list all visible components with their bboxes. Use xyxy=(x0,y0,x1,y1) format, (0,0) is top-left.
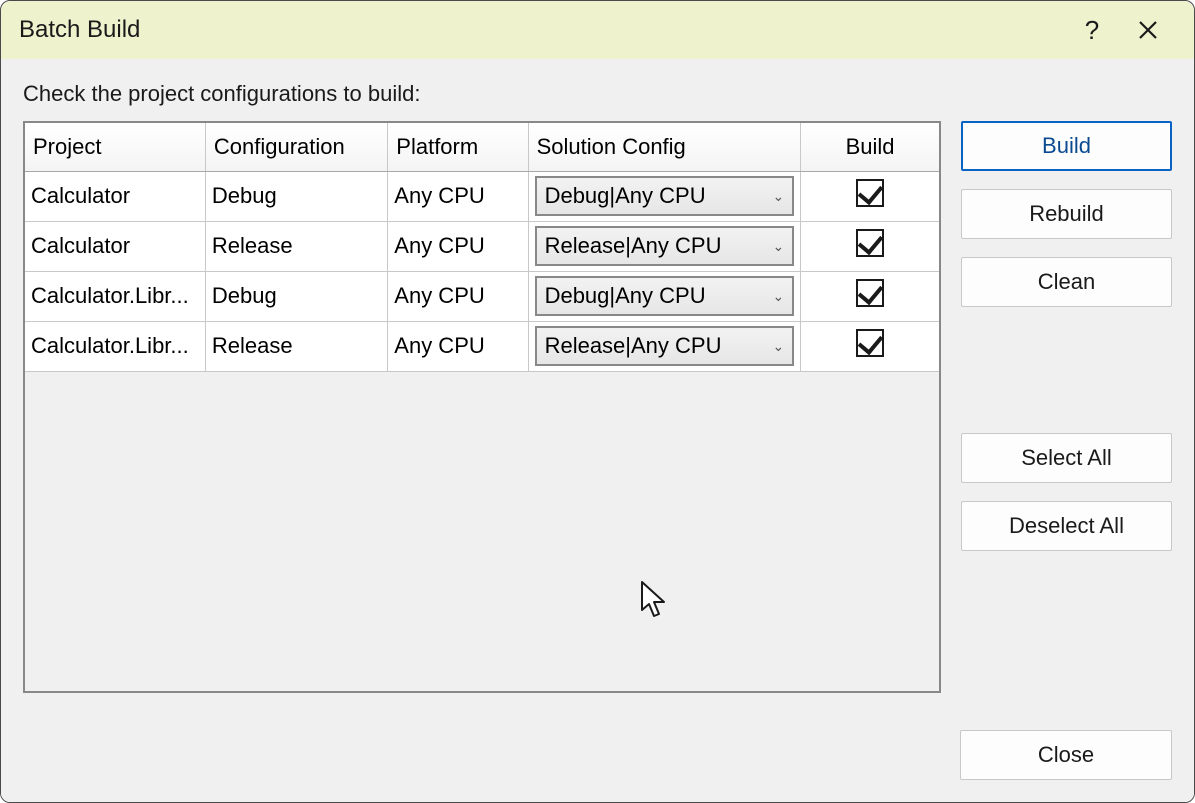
dropdown-label: Release|Any CPU xyxy=(545,333,769,359)
cell-solution-config: Release|Any CPU⌄ xyxy=(528,321,801,371)
build-checkbox[interactable] xyxy=(856,179,884,207)
cell-solution-config: Debug|Any CPU⌄ xyxy=(528,271,801,321)
table-row[interactable]: CalculatorReleaseAny CPURelease|Any CPU⌄ xyxy=(25,221,939,271)
chevron-down-icon: ⌄ xyxy=(772,238,784,255)
cell-solution-config: Release|Any CPU⌄ xyxy=(528,221,801,271)
table-row[interactable]: Calculator.Libr...DebugAny CPUDebug|Any … xyxy=(25,271,939,321)
client-area: Check the project configurations to buil… xyxy=(1,59,1194,802)
spacer xyxy=(961,569,1172,710)
instruction-label: Check the project configurations to buil… xyxy=(23,81,1172,107)
solution-config-dropdown[interactable]: Debug|Any CPU⌄ xyxy=(535,276,795,316)
window-title: Batch Build xyxy=(19,16,1064,44)
cell-configuration: Debug xyxy=(205,271,387,321)
cell-build xyxy=(801,271,939,321)
solution-config-dropdown[interactable]: Release|Any CPU⌄ xyxy=(535,226,795,266)
column-header-solution-config[interactable]: Solution Config xyxy=(528,123,801,171)
table-row[interactable]: CalculatorDebugAny CPUDebug|Any CPU⌄ xyxy=(25,171,939,221)
cell-configuration: Release xyxy=(205,221,387,271)
cell-configuration: Debug xyxy=(205,171,387,221)
build-checkbox[interactable] xyxy=(856,329,884,357)
cell-configuration: Release xyxy=(205,321,387,371)
main-row: Project Configuration Platform Solution … xyxy=(23,121,1172,710)
column-header-project[interactable]: Project xyxy=(25,123,205,171)
cell-platform: Any CPU xyxy=(388,221,528,271)
close-button[interactable]: Close xyxy=(960,730,1172,780)
side-button-panel: Build Rebuild Clean Select All Deselect … xyxy=(961,121,1172,710)
cell-solution-config: Debug|Any CPU⌄ xyxy=(528,171,801,221)
column-header-build[interactable]: Build xyxy=(801,123,939,171)
batch-build-dialog: Batch Build ? Check the project configur… xyxy=(0,0,1195,803)
chevron-down-icon: ⌄ xyxy=(772,288,784,305)
close-icon xyxy=(1138,20,1158,40)
solution-config-dropdown[interactable]: Release|Any CPU⌄ xyxy=(535,326,795,366)
clean-button[interactable]: Clean xyxy=(961,257,1172,307)
close-window-button[interactable] xyxy=(1120,1,1176,59)
cell-project: Calculator xyxy=(25,171,205,221)
build-button[interactable]: Build xyxy=(961,121,1172,171)
cell-project: Calculator.Libr... xyxy=(25,321,205,371)
configurations-grid[interactable]: Project Configuration Platform Solution … xyxy=(23,121,941,693)
cell-build xyxy=(801,321,939,371)
cell-platform: Any CPU xyxy=(388,321,528,371)
column-header-configuration[interactable]: Configuration xyxy=(205,123,387,171)
table-row[interactable]: Calculator.Libr...ReleaseAny CPURelease|… xyxy=(25,321,939,371)
spacer xyxy=(961,325,1172,415)
cell-project: Calculator xyxy=(25,221,205,271)
column-header-platform[interactable]: Platform xyxy=(388,123,528,171)
cell-platform: Any CPU xyxy=(388,271,528,321)
rebuild-button[interactable]: Rebuild xyxy=(961,189,1172,239)
deselect-all-button[interactable]: Deselect All xyxy=(961,501,1172,551)
cell-build xyxy=(801,221,939,271)
cell-project: Calculator.Libr... xyxy=(25,271,205,321)
table-header-row: Project Configuration Platform Solution … xyxy=(25,123,939,171)
solution-config-dropdown[interactable]: Debug|Any CPU⌄ xyxy=(535,176,795,216)
cell-platform: Any CPU xyxy=(388,171,528,221)
dropdown-label: Debug|Any CPU xyxy=(545,183,769,209)
chevron-down-icon: ⌄ xyxy=(772,188,784,205)
select-all-button[interactable]: Select All xyxy=(961,433,1172,483)
build-checkbox[interactable] xyxy=(856,229,884,257)
dropdown-label: Debug|Any CPU xyxy=(545,283,769,309)
cell-build xyxy=(801,171,939,221)
build-checkbox[interactable] xyxy=(856,279,884,307)
chevron-down-icon: ⌄ xyxy=(772,338,784,355)
help-button[interactable]: ? xyxy=(1064,1,1120,59)
dropdown-label: Release|Any CPU xyxy=(545,233,769,259)
footer: Close xyxy=(23,710,1172,780)
titlebar: Batch Build ? xyxy=(1,1,1194,59)
configurations-table: Project Configuration Platform Solution … xyxy=(25,123,939,372)
